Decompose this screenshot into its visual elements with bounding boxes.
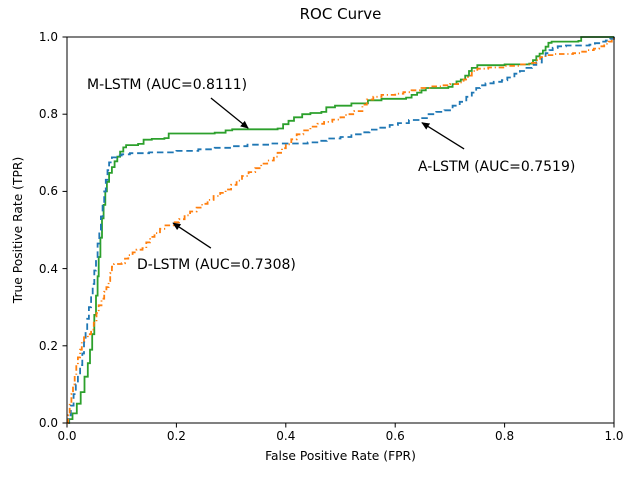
x-tick-label: 0.6 [385, 429, 405, 443]
y-tick-label: 0.8 [38, 107, 58, 122]
y-tick-label: 1.0 [38, 30, 58, 44]
annotation-d-lstm: D-LSTM (AUC=0.7308) [137, 257, 296, 273]
axis-ticks [62, 36, 615, 428]
y-tick-label: 0.6 [38, 184, 58, 199]
roc-curve-a-lstm [67, 37, 615, 424]
x-tick-label: 0.8 [495, 429, 515, 443]
annotation-a-lstm: A-LSTM (AUC=0.7519) [418, 159, 576, 175]
roc-curve-m-lstm [67, 36, 614, 424]
roc-curves [67, 36, 615, 424]
roc-curve-d-lstm [67, 37, 615, 424]
annotation-arrows [172, 97, 465, 249]
x-tick-label: 1.0 [604, 429, 624, 443]
x-tick-label: 0.0 [57, 429, 77, 443]
y-axis-label: True Positive Rate (TPR) [11, 156, 25, 304]
x-tick-label: 0.4 [276, 429, 296, 443]
y-tick-label: 0.2 [38, 338, 58, 353]
chart-title: ROC Curve [299, 5, 382, 23]
annotation-m-lstm: M-LSTM (AUC=0.8111) [87, 77, 248, 93]
x-tick-label: 0.2 [166, 429, 186, 443]
annotation-arrow [172, 222, 212, 249]
annotation-arrow [421, 122, 465, 150]
y-tick-label: 0.0 [38, 416, 58, 430]
plot-border [66, 36, 615, 424]
annotation-arrow [210, 97, 249, 129]
y-tick-label: 0.4 [38, 261, 58, 276]
x-axis-label: False Positive Rate (FPR) [265, 449, 416, 463]
